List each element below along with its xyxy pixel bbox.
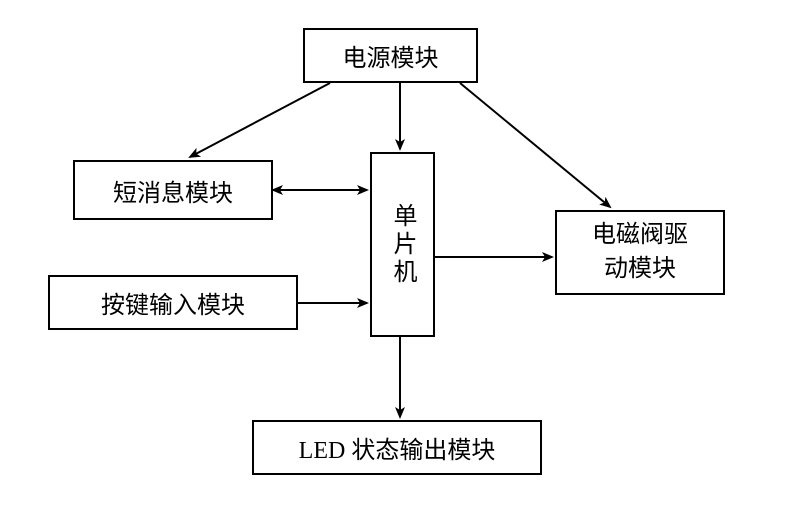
node-solenoid-label: 电磁阀驱 动模块 (592, 219, 688, 286)
node-sms-label: 短消息模块 (113, 173, 233, 208)
node-solenoid: 电磁阀驱 动模块 (555, 210, 725, 295)
node-power-label: 电源模块 (343, 38, 439, 73)
edge (460, 83, 610, 207)
node-power: 电源模块 (303, 28, 478, 83)
node-keypad: 按键输入模块 (48, 275, 298, 330)
edge (190, 83, 330, 157)
node-sms: 短消息模块 (73, 160, 273, 220)
node-mcu-label: 单片机 (385, 203, 420, 287)
node-mcu: 单片机 (370, 152, 435, 337)
node-led-label: LED 状态输出模块 (299, 430, 496, 465)
node-led: LED 状态输出模块 (252, 420, 542, 475)
node-keypad-label: 按键输入模块 (101, 285, 245, 320)
